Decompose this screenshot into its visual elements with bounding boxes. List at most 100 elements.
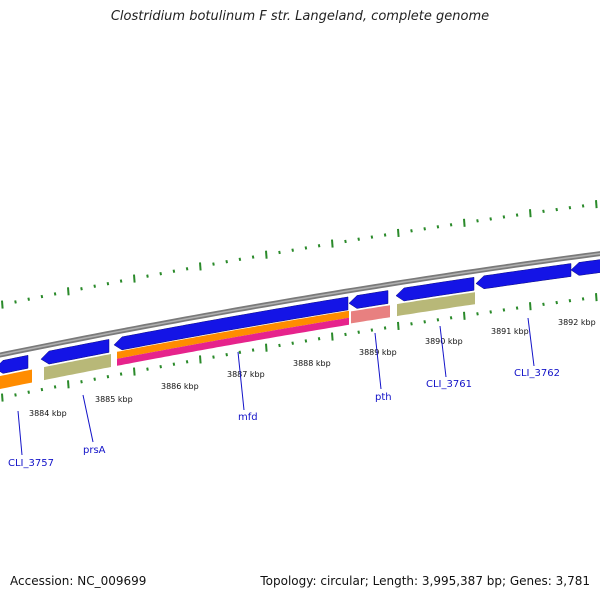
outer-tick [278,250,281,255]
outer-tick [489,217,492,221]
outer-tick [80,287,83,291]
outer-tick [212,262,215,266]
inner-tick-row [1,293,598,402]
inner-tick [595,293,598,302]
gene-label-pth[interactable]: pth [375,392,392,403]
kbp-label-3888: 3888 kbp [293,359,331,368]
outer-tick [568,206,572,210]
inner-tick [436,318,440,322]
inner-tick [423,320,426,324]
outer-tick [265,250,268,259]
outer-tick [397,228,400,237]
outer-tick [304,246,308,250]
genome-summary: Topology: circular; Length: 3,995,387 bp… [260,574,590,588]
outer-tick [595,200,598,209]
gene-label-mfd[interactable]: mfd [238,412,258,423]
inner-tick [317,337,321,341]
inner-tick [581,297,585,301]
inner-tick [529,302,532,311]
kbp-label-3890: 3890 kbp [425,337,463,346]
outer-tick [159,271,162,276]
inner-tick [67,380,70,389]
inner-tick [449,316,453,320]
outer-tick [119,279,123,283]
inner-tick [278,343,281,348]
inner-tick [1,393,4,402]
gene-labels: CLI_3757 prsA mfd pth CLI_3761 CLI_3762 [8,317,560,469]
inner-tick [542,302,545,307]
cds-arrow [348,290,389,309]
orange-feature [117,310,349,359]
outer-tick [172,269,176,273]
inner-tick [344,332,347,337]
gene-block [44,354,111,381]
inner-tick [27,390,30,394]
inner-tick [93,377,96,381]
outer-tick [199,262,202,271]
outer-tick [14,300,17,304]
inner-tick [185,360,189,364]
outer-tick [185,267,189,271]
inner-tick [119,372,123,376]
cds-arrow [40,339,110,365]
kbp-label-3887: 3887 kbp [227,370,265,379]
gene-label-cli-3762[interactable]: CLI_3762 [514,368,560,379]
accession-label: Accession: NC_009699 [10,574,147,588]
outer-tick-row [1,200,598,309]
kbp-label-3885: 3885 kbp [95,395,133,404]
kbp-label-3886: 3886 kbp [161,382,199,391]
outer-tick [251,255,255,259]
genome-backbone [0,251,600,358]
inner-tick [146,367,149,371]
inner-tick [304,339,308,343]
cds-arrow [395,277,475,302]
pink-feature [351,305,390,324]
outer-tick [436,225,440,229]
outer-tick [133,274,136,283]
outer-tick [476,219,479,223]
inner-tick [225,352,228,357]
outer-tick [344,239,347,244]
outer-tick [515,213,519,217]
outer-tick [383,233,387,237]
inner-tick [568,299,572,303]
inner-tick [159,364,162,369]
gene-label-prsa[interactable]: prsA [83,445,106,456]
map-title: Clostridium botulinum F str. Langeland, … [110,9,490,24]
inner-tick [106,374,110,379]
inner-tick [397,321,400,330]
inner-tick [53,385,57,389]
outer-tick [542,209,545,214]
kbp-label-3891: 3891 kbp [491,327,529,336]
inner-tick [251,348,255,352]
inner-tick [476,312,479,316]
gene-label-cli-3761[interactable]: CLI_3761 [426,379,472,390]
outer-tick [331,239,334,248]
inner-tick [212,355,215,359]
outer-tick [555,207,558,212]
kbp-label-3892: 3892 kbp [558,318,596,327]
outer-tick [581,204,585,208]
inner-tick [515,306,519,310]
inner-tick [463,311,466,320]
orange-feature [0,369,32,390]
inner-tick [172,362,176,366]
inner-tick [40,387,44,392]
outer-tick [1,300,4,309]
inner-tick [133,367,136,376]
cds-arrow [570,259,600,276]
outer-tick [370,235,374,239]
outer-tick [291,248,294,252]
gene-label-cli-3757[interactable]: CLI_3757 [8,458,54,469]
cds-arrow [113,296,349,351]
kbp-label-3884: 3884 kbp [29,409,67,418]
inner-tick [14,393,17,397]
outer-tick [410,229,413,233]
outer-tick [502,215,506,219]
outer-tick [449,223,453,227]
inner-tick [555,300,558,305]
outer-tick [529,209,532,218]
cds-arrow [0,354,29,374]
outer-tick [67,287,70,296]
